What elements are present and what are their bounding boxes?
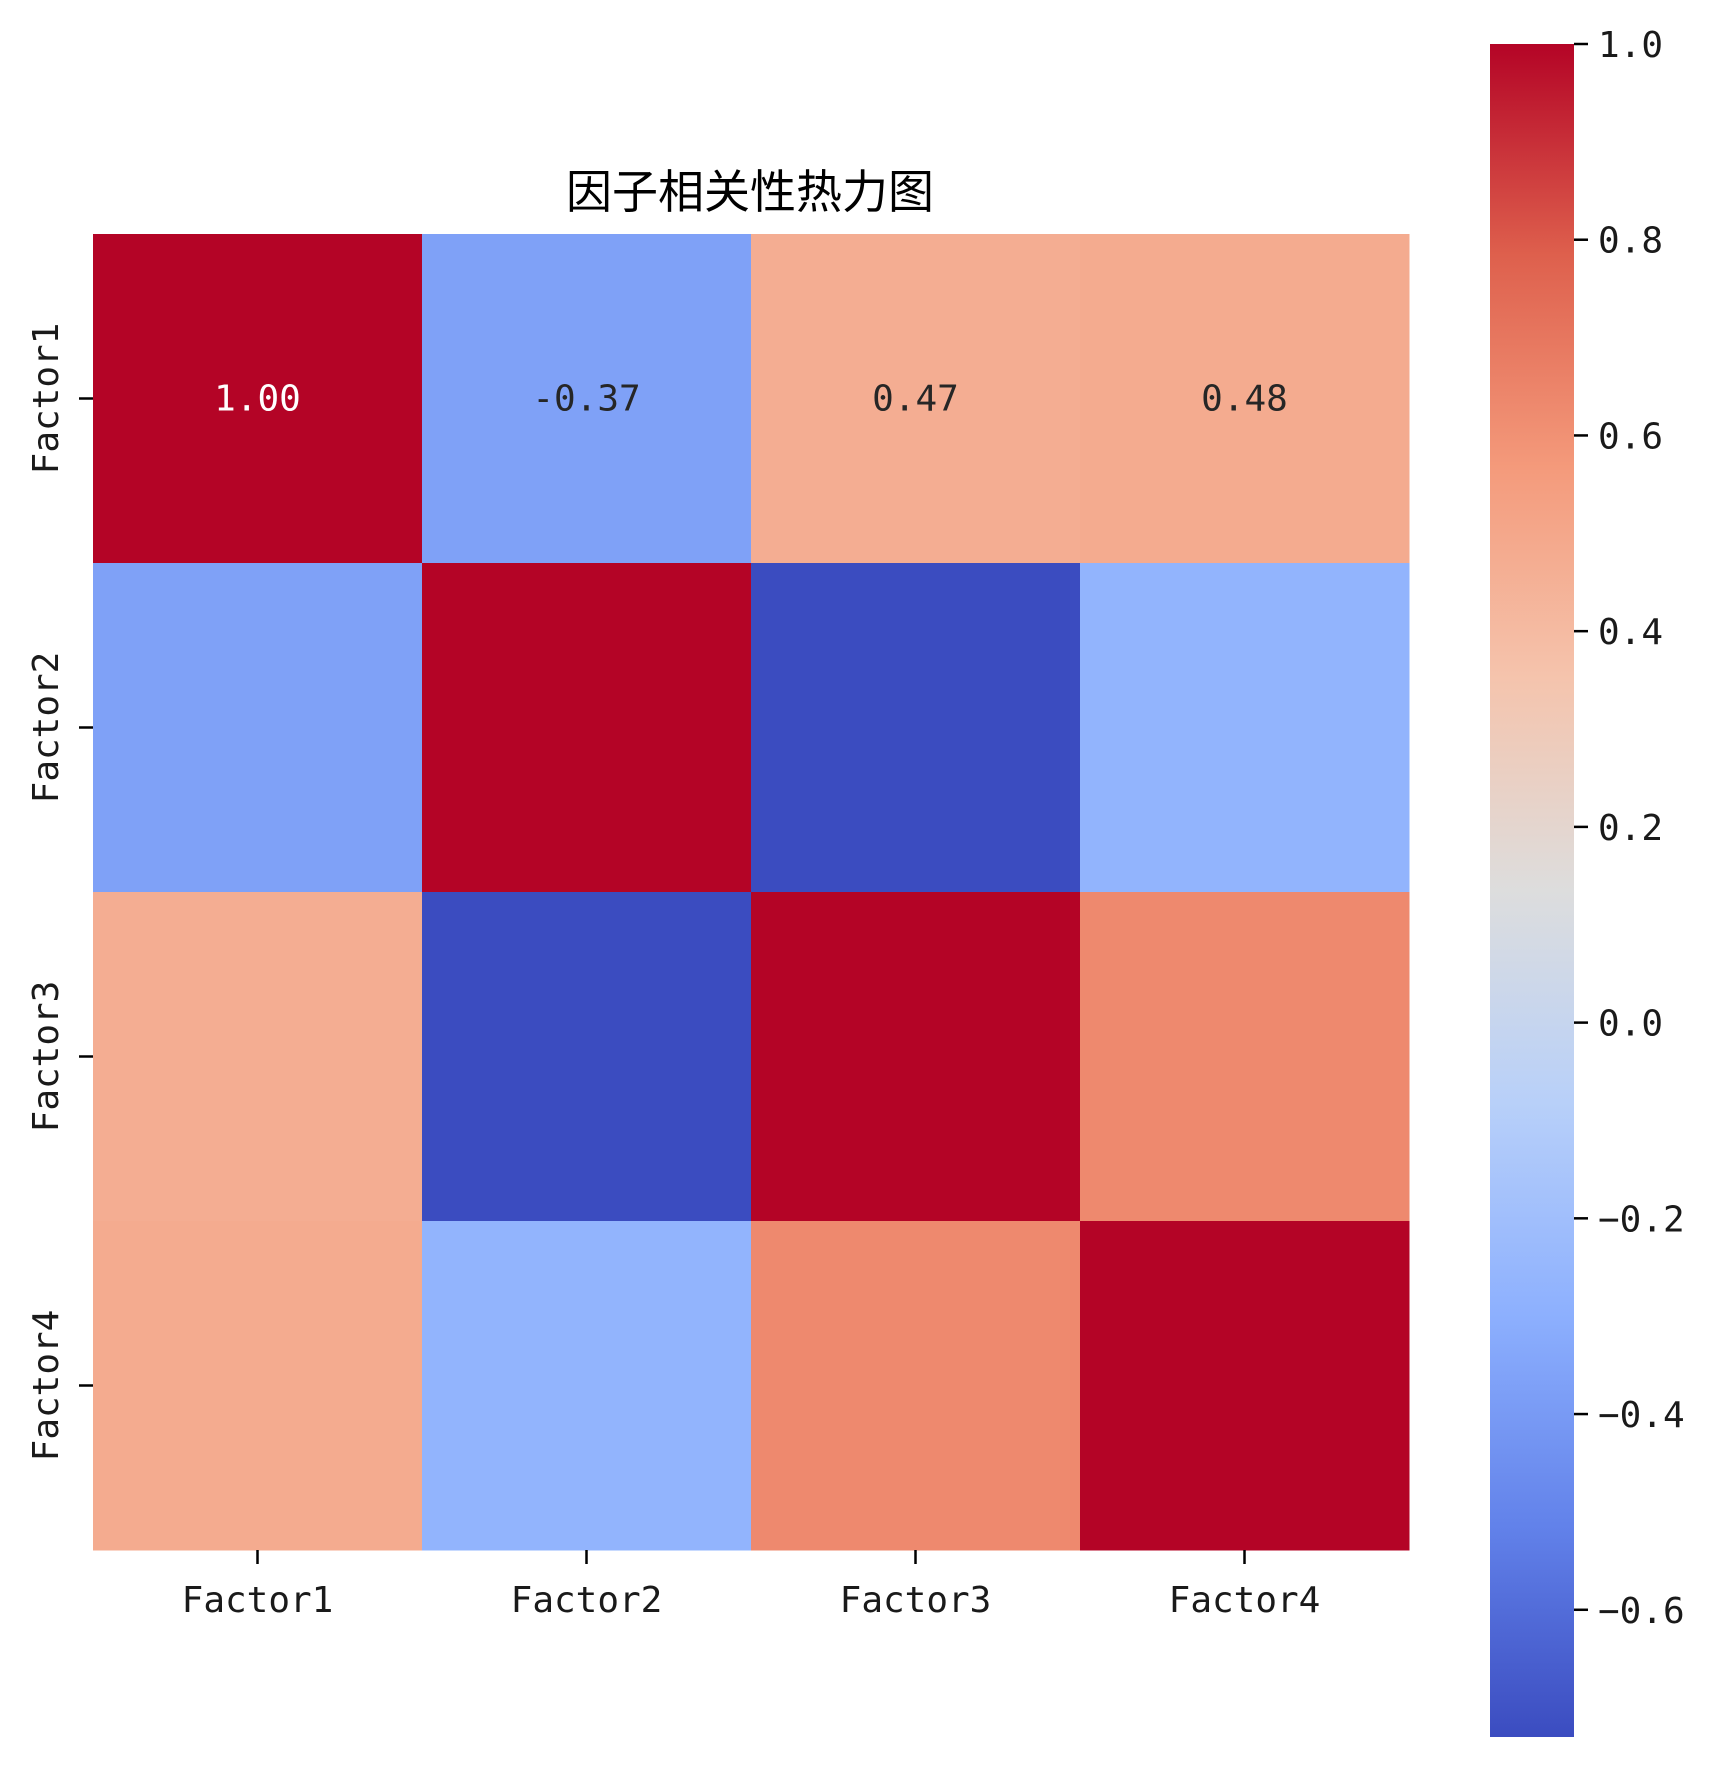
colorbar-tick-label-8: −0.4 [1598,1395,1685,1436]
heatmap-cell-r3-c3 [751,892,1081,1222]
colorbar-tick-label-1: 1.0 [1598,25,1663,66]
heatmap-cell-r4-c2 [422,1221,752,1551]
y-tick-label-3: Factor3 [26,981,67,1133]
colorbar-tick-label-5: 0.2 [1598,808,1663,849]
heatmap-cell-r1-c3 [751,234,1081,564]
heatmap-cell-r4-c4 [1080,1221,1410,1551]
x-axis: Factor1 Factor2 Factor3 Factor4 [182,1550,1321,1621]
heatmap-cell-r4-c3 [751,1221,1081,1551]
y-axis: Factor1 Factor2 Factor3 Factor4 [26,323,93,1462]
colorbar-tick-label-3: 0.6 [1598,416,1663,457]
cell-label-r1-c1: 1.00 [214,379,301,420]
heatmap-cell-r3-c4 [1080,892,1410,1222]
colorbar-tick-label-9: −0.6 [1598,1591,1685,1632]
cell-label-r1-c3: 0.47 [872,379,959,420]
heatmap-cell-r4-c1 [93,1221,423,1551]
heatmap-cells [93,234,1410,1551]
colorbar-tick-label-6: 0.0 [1598,1004,1663,1045]
x-tick-label-2: Factor2 [511,1580,663,1621]
heatmap-cell-r3-c1 [93,892,423,1222]
heatmap-cell-r2-c4 [1080,563,1410,893]
colorbar-tick-label-2: 0.8 [1598,221,1663,262]
heatmap-cell-r2-c3 [751,563,1081,893]
y-tick-label-4: Factor4 [26,1310,67,1462]
heatmap-cell-r1-c1 [93,234,423,564]
heatmap-cell-r1-c2 [422,234,752,564]
colorbar-ticks: 1.0 0.8 0.6 0.4 0.2 0.0 −0.2 −0.4 −0.6 [1574,25,1685,1632]
y-tick-label-2: Factor2 [26,652,67,804]
x-tick-label-4: Factor4 [1169,1580,1321,1621]
heatmap-cell-r3-c2 [422,892,752,1222]
colorbar-tick-label-4: 0.4 [1598,612,1663,653]
cell-annotations: 1.00 -0.37 0.47 0.48 [214,379,1288,420]
chart-title: 因子相关性热力图 [566,165,934,219]
colorbar-tick-label-7: −0.2 [1598,1199,1685,1240]
cell-label-r1-c2: -0.37 [532,379,640,420]
heatmap-cell-r2-c1 [93,563,423,893]
cell-label-r1-c4: 0.48 [1201,379,1288,420]
heatmap-cell-r2-c2 [422,563,752,893]
x-tick-label-3: Factor3 [840,1580,992,1621]
colorbar-gradient [1490,44,1574,1737]
heatmap-cell-r1-c4 [1080,234,1410,564]
x-tick-label-1: Factor1 [182,1580,334,1621]
colorbar: 1.0 0.8 0.6 0.4 0.2 0.0 −0.2 −0.4 −0.6 [1490,25,1685,1737]
y-tick-label-1: Factor1 [26,323,67,475]
